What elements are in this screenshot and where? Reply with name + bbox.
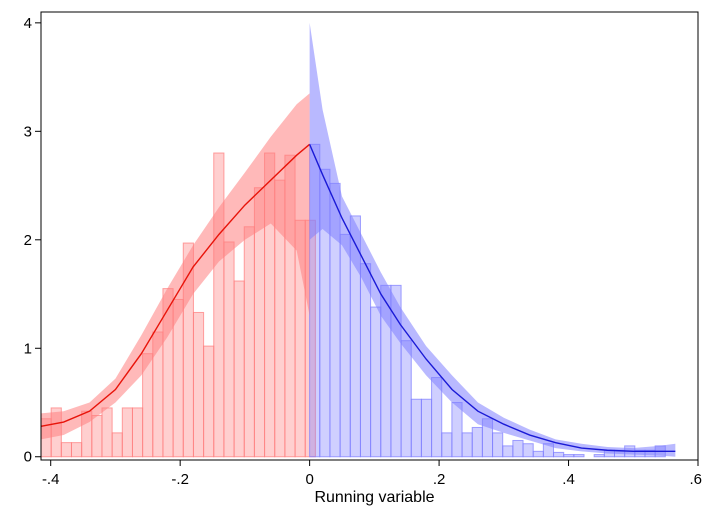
histogram-bar-right [441,432,453,458]
fitted-line-left [40,143,311,428]
histogram-bar-left [91,415,103,458]
histogram-bar-right [461,432,473,458]
histogram-bar-right [512,439,524,458]
histogram-bar-left [60,442,72,458]
histogram-bar-right [553,451,565,458]
histogram-bar-left [70,442,83,458]
histogram-bar-right [451,402,463,458]
histogram-bar-right [492,432,504,458]
histogram-bar-right [502,445,514,458]
y-tick-label: 1 [24,340,32,357]
y-tick-label: 2 [24,232,32,249]
confidence-band-left [41,93,310,440]
histogram-bar-left [213,152,225,458]
x-tick-label: .4 [562,471,575,488]
histogram-bar-right [532,450,544,458]
fitted-lines [40,143,676,453]
y-tick-label: 0 [24,449,32,466]
histogram-bar-left [203,345,215,458]
histogram-bar-left [233,280,245,458]
x-tick-label: .6 [689,471,702,488]
x-tick-label: -.2 [171,471,189,488]
x-tick-label: -.4 [42,471,60,488]
axes: 0 1 2 3 4 -.4 -.2 0 .2 .4 .6 [24,11,702,488]
y-tick-label: 3 [24,123,32,140]
histogram-bar-left [111,432,123,458]
confidence-bands [41,22,676,457]
histogram-bar-left [243,226,255,458]
histogram-bar-left [223,241,235,458]
histogram-bar-right [420,398,433,458]
histogram-bar-right [370,306,382,458]
plot-frame [40,11,699,461]
histogram-bar-right [400,340,412,458]
x-tick-label: .2 [433,471,446,488]
histogram-bar-left [121,407,133,458]
histogram-bar-left [101,407,113,458]
histogram-bar-right [339,233,351,458]
histogram-bar-right [573,454,585,458]
histogram-bar-right [410,398,422,458]
y-tick-label: 4 [24,15,32,32]
fitted-line-right [308,144,676,453]
histogram-bar-left [131,407,144,458]
x-tick-label: 0 [305,471,313,488]
histogram-bar-right [522,443,534,458]
histogram-bar-right [471,426,483,458]
histogram-bar-right [593,454,605,458]
x-axis-label: Running variable [314,489,434,506]
histogram-bar-right [563,454,575,458]
histogram-bar-left [192,311,205,458]
